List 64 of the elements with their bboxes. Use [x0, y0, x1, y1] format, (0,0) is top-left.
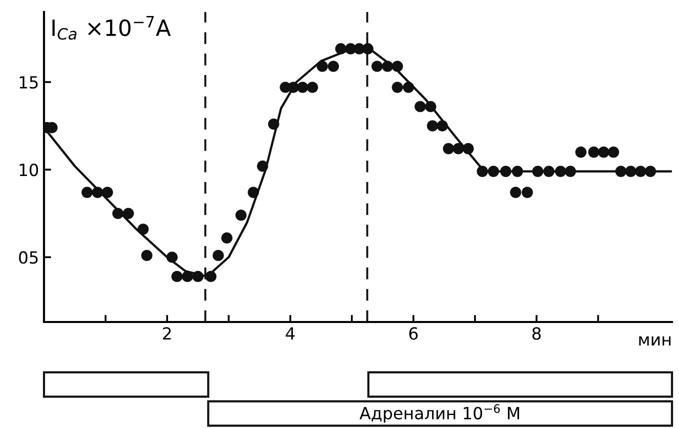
- point: [248, 186, 259, 198]
- point: [532, 166, 544, 177]
- point: [402, 82, 414, 93]
- point: [392, 60, 404, 72]
- point: [476, 166, 488, 177]
- point: [598, 146, 610, 158]
- point: [212, 250, 224, 262]
- point: [316, 60, 328, 72]
- point: [82, 186, 93, 198]
- text: Адреналин 10$^{−6}$ М: [360, 404, 520, 423]
- point: [425, 100, 436, 112]
- point: [328, 60, 339, 72]
- point: [588, 146, 600, 158]
- point: [575, 146, 586, 158]
- point: [221, 232, 232, 244]
- point: [635, 166, 646, 177]
- point: [426, 120, 438, 132]
- point: [122, 208, 134, 220]
- point: [512, 166, 524, 177]
- point: [414, 100, 426, 112]
- point: [306, 82, 318, 93]
- y-axis-title: I$_{Ca}$ ×10$^{−7}$A: [52, 16, 171, 40]
- point: [442, 143, 454, 154]
- point: [392, 82, 404, 93]
- point: [268, 118, 280, 130]
- x-tick-label: 6: [409, 327, 418, 340]
- point: [500, 166, 512, 177]
- point: [192, 270, 204, 282]
- point: [564, 166, 576, 177]
- point: [138, 224, 149, 235]
- point: [510, 186, 522, 198]
- x-tick-label: 2: [163, 327, 171, 340]
- point: [644, 166, 656, 177]
- point: [256, 160, 268, 172]
- x-tick-label: 8: [532, 327, 541, 340]
- x-axis-title: мин: [639, 336, 670, 346]
- point: [543, 166, 554, 177]
- point: [452, 143, 464, 154]
- point: [335, 43, 346, 54]
- point: [171, 270, 183, 282]
- point: [462, 143, 474, 154]
- point: [205, 270, 216, 282]
- point: [382, 60, 394, 72]
- point: [436, 120, 448, 132]
- point: [608, 146, 620, 158]
- point: [235, 210, 247, 221]
- point: [488, 166, 500, 177]
- y-tick-label: 05: [19, 251, 38, 264]
- x-tick-label: 4: [286, 327, 295, 340]
- point: [102, 186, 114, 198]
- y-tick-label: 10: [20, 164, 38, 176]
- point: [166, 252, 178, 263]
- point: [554, 166, 566, 177]
- point: [182, 270, 194, 282]
- point: [92, 186, 104, 198]
- y-tick-label: 15: [20, 76, 38, 89]
- point: [615, 166, 626, 177]
- point: [296, 82, 308, 93]
- point: [522, 186, 533, 198]
- point: [625, 166, 636, 177]
- point: [112, 208, 124, 220]
- point: [362, 43, 374, 54]
- point: [141, 250, 152, 262]
- point: [371, 60, 383, 72]
